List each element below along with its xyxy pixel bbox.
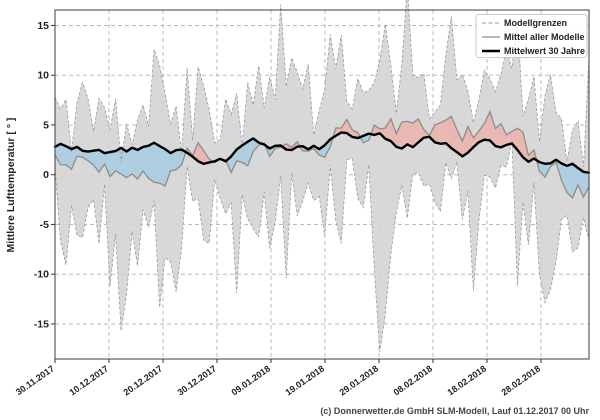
svg-text:15: 15 — [37, 20, 49, 32]
svg-text:(c) Donnerwetter.de GmbH SLM-M: (c) Donnerwetter.de GmbH SLM-Modell, Lau… — [320, 406, 589, 416]
svg-text:Mittel aller Modelle: Mittel aller Modelle — [504, 32, 585, 42]
svg-text:30.12.2017: 30.12.2017 — [176, 363, 219, 397]
svg-text:-5: -5 — [40, 219, 49, 231]
svg-text:30.11.2017: 30.11.2017 — [14, 363, 56, 397]
svg-text:Mittlere Lufttemperatur [ ° ]: Mittlere Lufttemperatur [ ° ] — [5, 118, 17, 253]
svg-text:10: 10 — [37, 70, 49, 82]
svg-text:20.12.2017: 20.12.2017 — [122, 363, 165, 397]
svg-text:10.12.2017: 10.12.2017 — [68, 363, 111, 397]
svg-text:0: 0 — [43, 169, 49, 181]
svg-text:5: 5 — [43, 119, 49, 131]
svg-text:28.02.2018: 28.02.2018 — [500, 363, 543, 397]
svg-text:-15: -15 — [34, 318, 49, 330]
svg-text:Mittelwert 30 Jahre: Mittelwert 30 Jahre — [504, 46, 585, 56]
svg-text:29.01.2018: 29.01.2018 — [338, 363, 381, 397]
svg-text:Modellgrenzen: Modellgrenzen — [504, 18, 567, 28]
svg-text:-10: -10 — [34, 269, 49, 281]
svg-text:18.02.2018: 18.02.2018 — [446, 363, 489, 397]
svg-text:09.01.2018: 09.01.2018 — [230, 363, 273, 397]
svg-text:08.02.2018: 08.02.2018 — [392, 363, 435, 397]
svg-text:19.01.2018: 19.01.2018 — [284, 363, 327, 397]
